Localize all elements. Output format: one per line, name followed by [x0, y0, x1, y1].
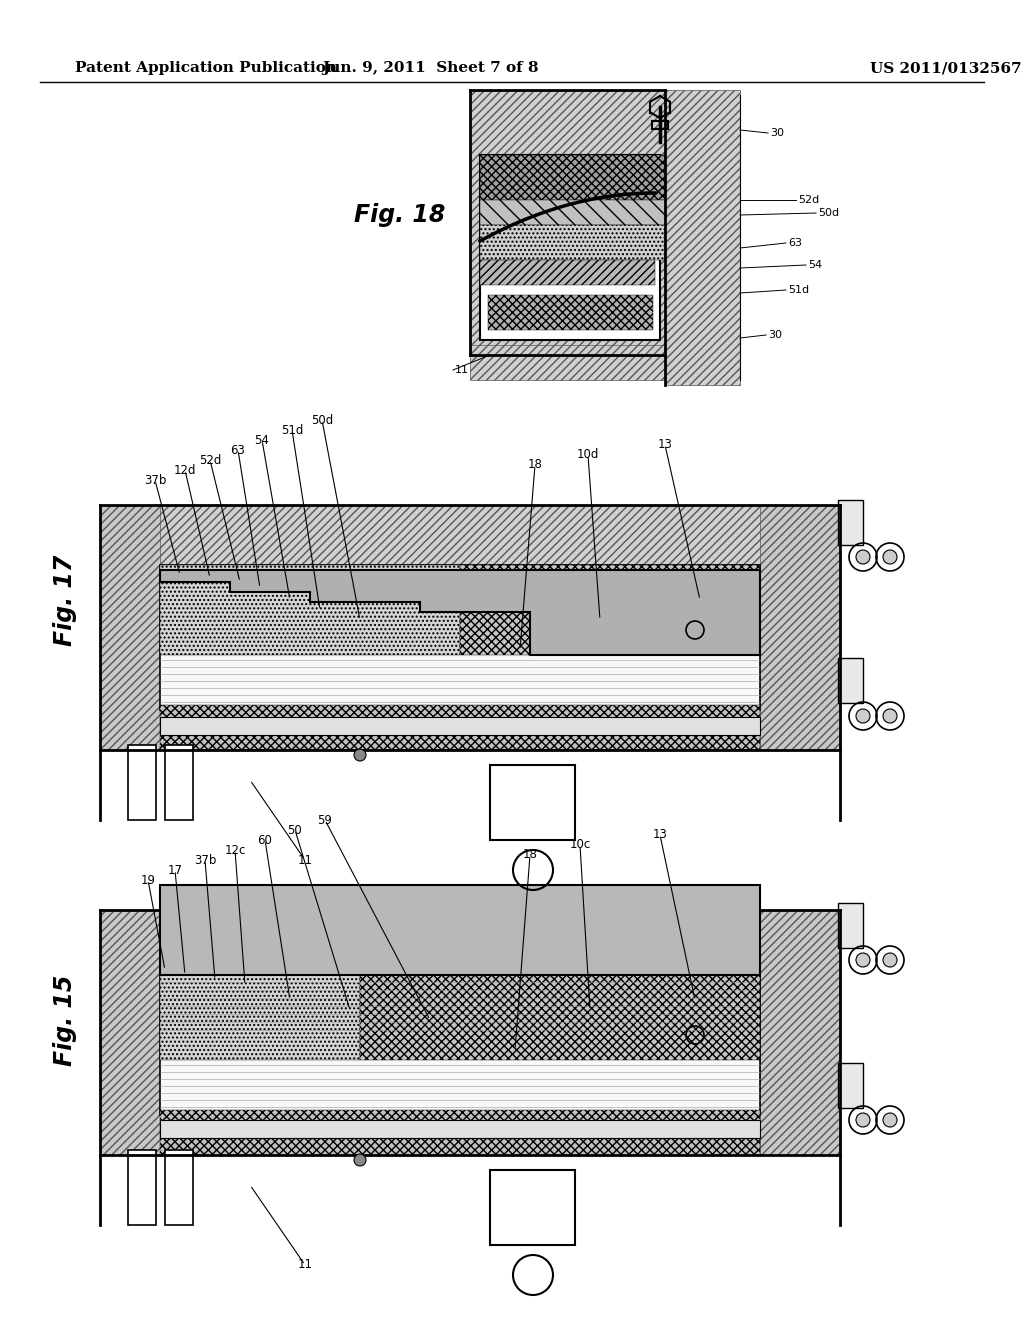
Circle shape: [883, 1113, 897, 1127]
Bar: [838, 500, 863, 545]
Bar: [100, 909, 840, 975]
Bar: [760, 909, 840, 1155]
Text: 18: 18: [522, 849, 538, 862]
Text: 54: 54: [255, 433, 269, 446]
Circle shape: [354, 748, 366, 762]
Bar: [460, 565, 760, 655]
Bar: [100, 506, 160, 750]
Bar: [665, 90, 740, 385]
Bar: [160, 705, 760, 750]
Bar: [160, 970, 360, 1060]
Text: US 2011/0132567 A1: US 2011/0132567 A1: [870, 61, 1024, 75]
Text: 13: 13: [652, 829, 668, 842]
Bar: [165, 744, 193, 820]
Bar: [160, 565, 460, 655]
Bar: [470, 345, 665, 380]
Bar: [488, 294, 653, 330]
Bar: [100, 506, 840, 570]
Circle shape: [883, 953, 897, 968]
Text: 52d: 52d: [199, 454, 221, 466]
Bar: [160, 970, 760, 1115]
Bar: [838, 1063, 863, 1107]
Text: 60: 60: [258, 833, 272, 846]
Text: 13: 13: [657, 438, 673, 451]
Text: 30: 30: [770, 128, 784, 139]
Text: Patent Application Publication: Patent Application Publication: [75, 61, 337, 75]
Bar: [160, 1119, 760, 1138]
Text: 11: 11: [455, 366, 469, 375]
Bar: [470, 90, 670, 355]
Bar: [165, 1150, 193, 1225]
Bar: [100, 909, 160, 1155]
Text: 11: 11: [298, 854, 312, 866]
Circle shape: [354, 1154, 366, 1166]
Text: Fig. 17: Fig. 17: [53, 554, 77, 645]
Text: 51d: 51d: [788, 285, 809, 294]
Text: 50d: 50d: [818, 209, 839, 218]
Bar: [160, 565, 760, 710]
Text: 50d: 50d: [311, 413, 333, 426]
Polygon shape: [160, 570, 760, 655]
Text: 17: 17: [168, 863, 182, 876]
Bar: [480, 224, 665, 260]
Bar: [838, 657, 863, 704]
Text: Fig. 18: Fig. 18: [354, 203, 445, 227]
Text: 63: 63: [230, 444, 246, 457]
Text: 30: 30: [768, 330, 782, 341]
Circle shape: [883, 550, 897, 564]
Text: 54: 54: [808, 260, 822, 271]
Bar: [760, 506, 840, 750]
Bar: [838, 903, 863, 948]
Circle shape: [856, 550, 870, 564]
Text: 10c: 10c: [569, 838, 591, 851]
Bar: [100, 1090, 840, 1155]
Circle shape: [856, 1113, 870, 1127]
Circle shape: [856, 709, 870, 723]
Bar: [480, 154, 665, 201]
Bar: [490, 1170, 575, 1245]
Bar: [480, 201, 665, 224]
Text: 37b: 37b: [194, 854, 216, 866]
Text: 37b: 37b: [143, 474, 166, 487]
Circle shape: [883, 709, 897, 723]
Text: 11: 11: [298, 1258, 312, 1271]
Bar: [160, 884, 760, 975]
Text: Fig. 15: Fig. 15: [53, 974, 77, 1065]
Circle shape: [856, 953, 870, 968]
Bar: [128, 1150, 156, 1225]
Text: 59: 59: [317, 813, 333, 826]
Text: 12d: 12d: [174, 463, 197, 477]
Text: 19: 19: [140, 874, 156, 887]
Bar: [128, 744, 156, 820]
Bar: [160, 717, 760, 735]
Bar: [160, 1110, 760, 1155]
Text: 10d: 10d: [577, 449, 599, 462]
Text: 18: 18: [527, 458, 543, 471]
Bar: [480, 154, 660, 341]
Text: 51d: 51d: [281, 424, 303, 437]
Bar: [490, 766, 575, 840]
Text: 12c: 12c: [224, 843, 246, 857]
Text: 63: 63: [788, 238, 802, 248]
Text: 50: 50: [288, 824, 302, 837]
Bar: [100, 685, 840, 750]
Bar: [480, 260, 655, 285]
Text: 52d: 52d: [798, 195, 819, 205]
Bar: [360, 970, 760, 1060]
Text: Jun. 9, 2011  Sheet 7 of 8: Jun. 9, 2011 Sheet 7 of 8: [322, 61, 539, 75]
